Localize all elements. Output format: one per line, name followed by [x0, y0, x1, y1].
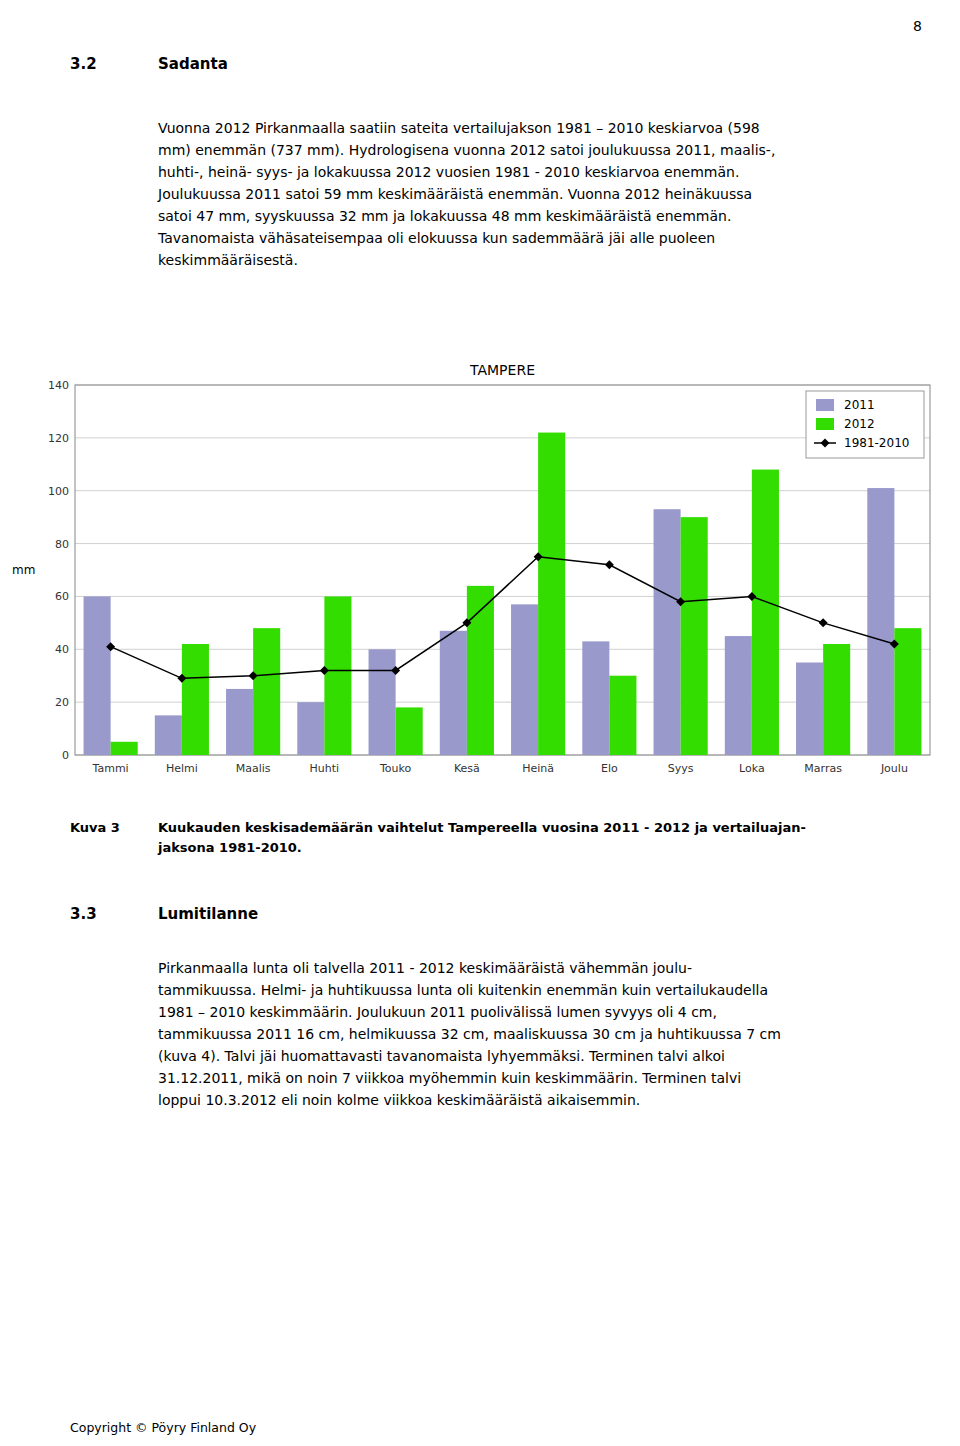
section-title: Lumitilanne	[158, 905, 258, 923]
marker	[747, 592, 756, 601]
bar	[369, 649, 396, 755]
marker	[676, 597, 685, 606]
paragraph-line: Joulukuussa 2011 satoi 59 mm keskimääräi…	[158, 186, 752, 203]
bar	[725, 636, 752, 755]
legend-label: 2012	[844, 417, 875, 431]
y-tick-label: 60	[55, 590, 69, 603]
legend-swatch	[821, 439, 830, 448]
marker	[320, 666, 329, 675]
paragraph-line: loppui 10.3.2012 eli noin kolme viikkoa …	[158, 1092, 640, 1109]
bar	[823, 644, 850, 755]
x-tick-label: Syys	[668, 762, 694, 775]
y-tick-label: 20	[55, 696, 69, 709]
x-tick-label: Huhti	[310, 762, 340, 775]
grid-line	[75, 437, 930, 438]
bar	[226, 689, 253, 755]
x-tick-label: Elo	[601, 762, 618, 775]
bar	[440, 631, 467, 755]
paragraph-line: tammikuussa 2011 16 cm, helmikuussa 32 c…	[158, 1026, 781, 1043]
legend-box	[806, 391, 924, 458]
y-axis-label: mm	[12, 563, 35, 577]
y-tick-label: 0	[62, 749, 69, 762]
bar	[155, 715, 182, 755]
x-tick-label: Maalis	[236, 762, 271, 775]
grid-line	[75, 596, 930, 597]
marker	[462, 618, 471, 627]
line	[111, 557, 895, 679]
legend-label: 2011	[844, 398, 875, 412]
y-tick-label: 120	[48, 432, 69, 445]
marker	[249, 671, 258, 680]
marks	[84, 433, 922, 755]
x-tick-label: Loka	[739, 762, 765, 775]
paragraph-line: 1981 – 2010 keskimmäärin. Joulukuun 2011…	[158, 1004, 717, 1021]
bar	[894, 628, 921, 755]
paragraph-line: mm) enemmän (737 mm). Hydrologisena vuon…	[158, 142, 775, 159]
y-tick-label: 100	[48, 485, 69, 498]
caption-line: jaksona 1981-2010.	[158, 840, 302, 856]
chart-title: TAMPERE	[469, 362, 535, 378]
legend-swatch	[816, 418, 834, 430]
section-number: 3.2	[70, 55, 97, 73]
paragraph-line: Tavanomaista vähäsateisempaa oli elokuus…	[158, 230, 715, 247]
marker	[819, 618, 828, 627]
bar	[396, 707, 423, 755]
marker	[534, 552, 543, 561]
bar	[182, 644, 209, 755]
paragraph-line: Pirkanmaalla lunta oli talvella 2011 - 2…	[158, 960, 692, 977]
bar	[538, 433, 565, 755]
marker	[890, 640, 899, 649]
x-tick-label: Touko	[379, 762, 412, 775]
paragraph-line: keskimmääräisestä.	[158, 252, 298, 269]
y-tick-label: 140	[48, 379, 69, 392]
bar	[582, 641, 609, 755]
paragraph-line: Vuonna 2012 Pirkanmaalla saatiin sateita…	[158, 120, 760, 137]
bar	[867, 488, 894, 755]
x-tick-label: Marras	[804, 762, 842, 775]
legend-label: 1981-2010	[844, 436, 909, 450]
paragraph-line: satoi 47 mm, syyskuussa 32 mm ja lokakuu…	[158, 208, 731, 225]
x-tick-label: Kesä	[454, 762, 480, 775]
marker	[391, 666, 400, 675]
bar	[609, 676, 636, 755]
chart: TAMPERE mm 0 20 40 60 80 100 120 140 Tammi Helmi Maa…	[0, 350, 960, 790]
bar	[654, 509, 681, 755]
bar	[796, 663, 823, 756]
caption-label: Kuva 3	[70, 820, 120, 836]
bar	[111, 742, 138, 755]
bar	[511, 604, 538, 755]
paragraph-line: 31.12.2011, mikä on noin 7 viikkoa myöhe…	[158, 1070, 741, 1087]
bar	[84, 596, 111, 755]
marker	[605, 560, 614, 569]
legend: 2011 2012 1981-2010	[806, 391, 924, 458]
bar	[681, 517, 708, 755]
x-tick-label: Helmi	[166, 762, 198, 775]
x-tick-label: Joulu	[880, 762, 908, 775]
page-number: 8	[913, 18, 922, 35]
marker	[106, 642, 115, 651]
y-tick-label: 80	[55, 538, 69, 551]
section-number: 3.3	[70, 905, 97, 923]
grid-line	[75, 543, 930, 544]
y-tick-label: 40	[55, 643, 69, 656]
footer: Copyright © Pöyry Finland Oy	[70, 1420, 256, 1435]
paragraph-line: huhti-, heinä- syys- ja lokakuussa 2012 …	[158, 164, 739, 181]
plot-frame	[75, 385, 930, 755]
x-tick-label: Heinä	[522, 762, 554, 775]
paragraph-line: tammikuussa. Helmi- ja huhtikuussa lunta…	[158, 982, 768, 999]
grid-line	[75, 490, 930, 491]
paragraph-line: (kuva 4). Talvi jäi huomattavasti tavano…	[158, 1048, 725, 1065]
x-tick-label: Tammi	[92, 762, 129, 775]
legend-swatch	[816, 399, 834, 411]
section-title: Sadanta	[158, 55, 228, 73]
caption-line: Kuukauden keskisademäärän vaihtelut Tamp…	[158, 820, 806, 836]
bar	[253, 628, 280, 755]
bar	[297, 702, 324, 755]
marker	[177, 674, 186, 683]
bar	[324, 596, 351, 755]
bar	[752, 470, 779, 755]
